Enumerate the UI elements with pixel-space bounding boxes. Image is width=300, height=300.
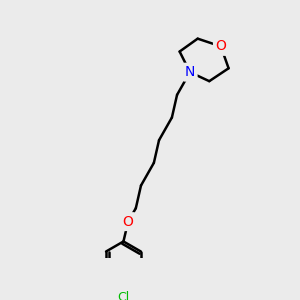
Text: O: O [215, 39, 226, 53]
Text: N: N [185, 65, 195, 79]
Text: Cl: Cl [117, 291, 130, 300]
Text: O: O [123, 214, 134, 229]
